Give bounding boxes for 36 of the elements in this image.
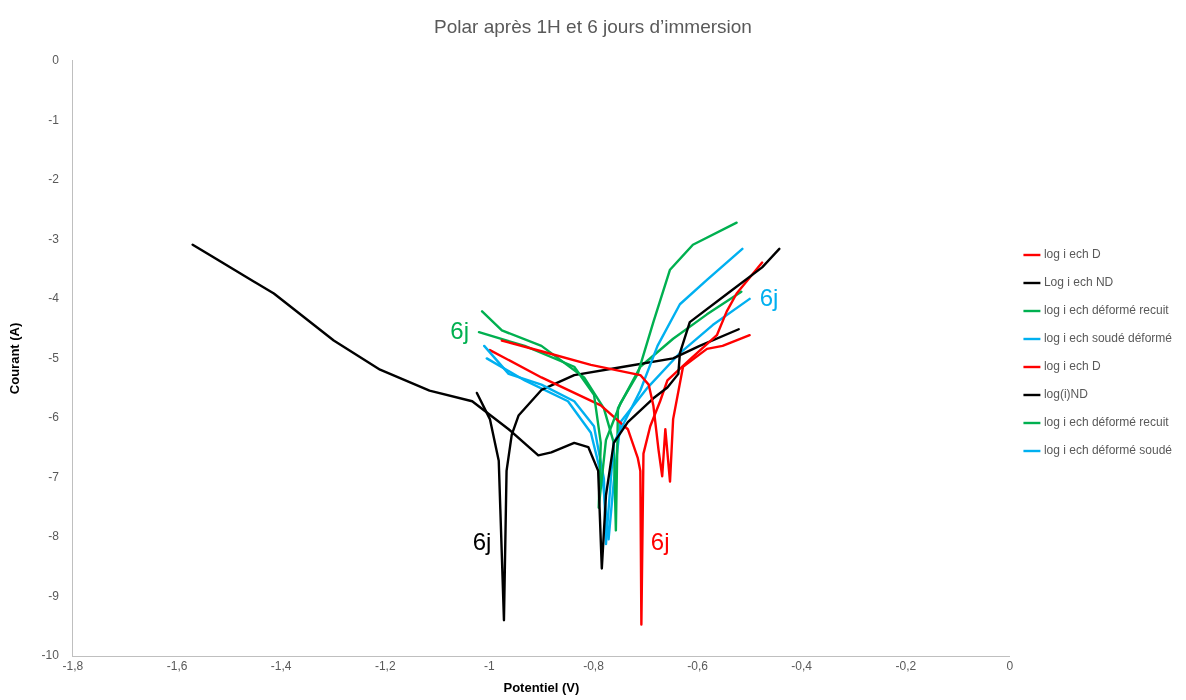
- x-tick-label: -0,6: [687, 658, 709, 673]
- annotation: 6j: [472, 527, 492, 555]
- y-tick-label: -2: [48, 172, 60, 187]
- y-axis-title: Courant (A): [7, 322, 23, 395]
- chart-title: Polar après 1H et 6 jours d’immersion: [434, 15, 752, 37]
- legend-label: log i ech déformé recuit: [1043, 415, 1170, 430]
- x-tick-label: -1,8: [62, 658, 84, 673]
- x-tick-label: 0: [1006, 658, 1014, 673]
- y-tick-label: -5: [48, 350, 60, 365]
- x-tick-label: -0,4: [791, 658, 813, 673]
- x-axis-title: Potentiel (V): [503, 679, 580, 695]
- y-tick-label: -6: [48, 410, 60, 425]
- annotation: 6j: [650, 527, 670, 555]
- x-tick-label: -1,4: [270, 658, 292, 673]
- y-tick-label: -8: [48, 529, 60, 544]
- annotation: 6j: [759, 283, 779, 311]
- annotation: 6j: [450, 316, 469, 344]
- y-tick-label: -1: [48, 112, 60, 127]
- x-tick-label: -0,8: [583, 658, 605, 673]
- legend-label: log i ech déformé soudé: [1043, 443, 1173, 458]
- y-tick-label: -3: [48, 231, 60, 246]
- x-tick-label: -0,2: [895, 658, 917, 673]
- x-tick-label: -1: [484, 658, 496, 673]
- x-tick-label: -1,2: [374, 658, 396, 673]
- y-tick-label: 0: [52, 53, 60, 68]
- legend-label: log i ech D: [1043, 359, 1101, 374]
- x-tick-label: -1,6: [166, 658, 188, 673]
- legend-label: log(i)ND: [1043, 387, 1089, 402]
- legend-label: Log i ech ND: [1043, 275, 1114, 290]
- y-tick-label: -4: [48, 291, 60, 306]
- legend-label: log i ech soudé déformé: [1043, 331, 1173, 346]
- y-tick-label: -10: [41, 648, 60, 663]
- y-tick-label: -9: [48, 588, 60, 603]
- legend-label: log i ech déformé recuit: [1043, 303, 1170, 318]
- y-tick-label: -7: [48, 469, 60, 484]
- legend-label: log i ech D: [1043, 247, 1101, 262]
